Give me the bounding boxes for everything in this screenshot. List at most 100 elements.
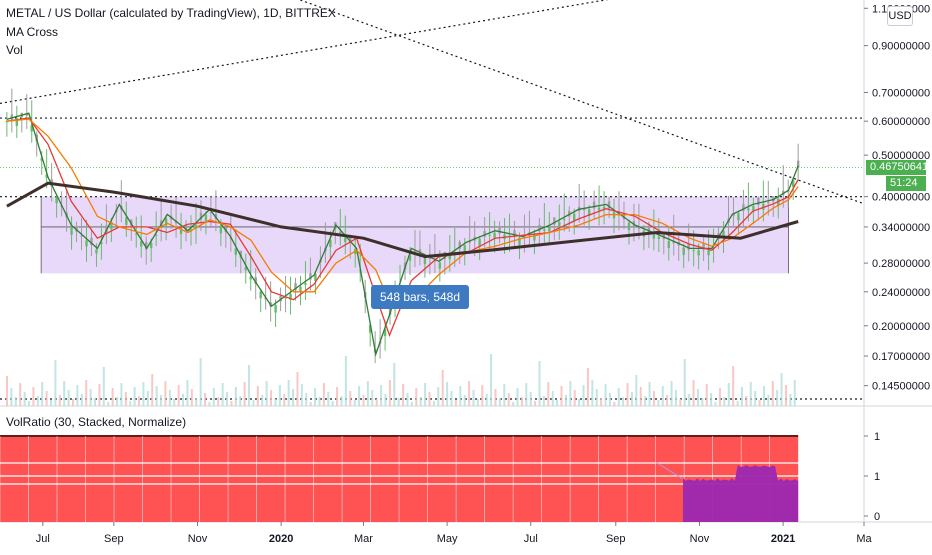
volume-bar-145 (644, 396, 647, 406)
volume-bar-120 (534, 401, 537, 406)
currency-badge[interactable]: USD (887, 6, 913, 26)
volume-bar-143 (635, 375, 638, 406)
candle-body-103 (518, 237, 521, 245)
volume-bar-79 (353, 400, 356, 406)
volume-bar-97 (432, 401, 435, 406)
volume-bar-13 (63, 381, 66, 406)
ma-fast-line (6, 112, 799, 357)
volume-bar-16 (76, 385, 79, 406)
candle-body-62 (314, 273, 317, 281)
volume-bar-165 (732, 366, 735, 406)
volume-bar-179 (793, 380, 796, 406)
candle-body-95 (478, 238, 481, 247)
price-label-11: 0.14500000 (872, 381, 930, 393)
volume-bar-174 (771, 381, 774, 406)
candle-body-49 (249, 276, 252, 280)
candle-body-91 (458, 241, 461, 249)
volume-bar-123 (547, 382, 550, 406)
price-label-6: 0.34000000 (872, 222, 930, 234)
candle-body-18 (95, 249, 98, 254)
volume-bar-119 (529, 392, 532, 406)
volume-bar-95 (424, 383, 427, 406)
volume-bar-26 (120, 383, 123, 406)
volume-bar-103 (459, 386, 462, 406)
volume-bar-55 (248, 365, 251, 406)
candle-body-93 (468, 240, 471, 243)
candle-body-116 (582, 208, 586, 211)
candle-body-84 (423, 256, 427, 265)
candle-body-139 (697, 250, 700, 256)
candle-body-108 (543, 229, 546, 231)
candle-body-43 (219, 225, 223, 234)
candle-body-154 (772, 196, 775, 202)
time-label-3: 2020 (269, 533, 293, 545)
volume-bar-167 (740, 387, 743, 406)
volume-bar-69 (309, 402, 312, 406)
candle-body-148 (742, 204, 745, 211)
candle-body-29 (149, 242, 153, 248)
volume-bar-124 (551, 391, 554, 406)
volume-bar-134 (595, 389, 598, 406)
volume-bar-23 (107, 402, 110, 406)
candle-body-151 (757, 197, 760, 205)
volume-bar-64 (287, 380, 290, 406)
candle-body-28 (145, 242, 148, 250)
volume-bar-137 (608, 393, 611, 406)
candle-body-153 (767, 202, 770, 204)
candle-body-7 (40, 157, 43, 161)
volume-bar-159 (705, 384, 708, 406)
volume-bar-38 (173, 399, 176, 406)
volume-bar-76 (340, 396, 343, 406)
volume-bar-58 (261, 395, 264, 406)
volume-bar-158 (701, 398, 704, 406)
time-label-0: Jul (36, 533, 50, 545)
candle-body-132 (662, 232, 665, 239)
volratio-legend[interactable]: VolRatio (30, Stacked, Normalize) (6, 415, 187, 429)
volume-bar-131 (582, 385, 585, 406)
volume-bar-110 (490, 354, 493, 406)
volume-bar-43 (195, 398, 198, 406)
volratio-transition-line (655, 461, 684, 480)
candle-body-50 (254, 277, 257, 285)
candle-body-56 (284, 297, 287, 299)
candle-body-0 (5, 121, 9, 123)
volume-bar-122 (542, 396, 545, 406)
volume-bar-62 (278, 385, 281, 406)
volume-bar-99 (441, 370, 444, 406)
candle-body-92 (463, 245, 466, 253)
candle-body-106 (533, 233, 536, 241)
volume-bar-63 (283, 394, 286, 406)
volume-bar-81 (362, 395, 365, 406)
volume-bar-31 (142, 382, 145, 406)
volume-bar-1 (10, 388, 13, 406)
volume-bar-142 (630, 392, 633, 406)
candle-body-21 (110, 222, 113, 230)
candle-body-89 (448, 255, 451, 260)
candle-body-57 (289, 293, 292, 300)
candle-body-46 (234, 248, 237, 255)
volume-bar-154 (683, 359, 686, 406)
volume-bar-44 (199, 358, 202, 406)
ma-cross-legend[interactable]: MA Cross (6, 25, 59, 39)
candle-body-17 (90, 237, 93, 245)
volume-bar-46 (208, 402, 211, 406)
volume-bar-54 (243, 382, 246, 406)
candle-body-113 (568, 210, 571, 217)
candle-body-130 (652, 234, 656, 239)
volume-bar-60 (270, 390, 273, 406)
volume-bar-117 (520, 397, 523, 406)
volume-bar-17 (80, 394, 83, 406)
symbol-title[interactable]: METAL / US Dollar (calculated by Trading… (6, 6, 336, 20)
candle-body-35 (179, 227, 183, 235)
candle-body-59 (299, 286, 302, 292)
volume-bar-127 (564, 395, 567, 406)
volume-legend[interactable]: Vol (6, 43, 23, 57)
candle-body-39 (199, 212, 203, 220)
candle-body-82 (413, 251, 417, 253)
volume-bar-83 (371, 390, 374, 406)
candle-body-99 (498, 226, 501, 234)
volume-bar-77 (344, 356, 347, 406)
candle-body-112 (563, 219, 566, 221)
volume-bar-172 (762, 386, 765, 406)
volume-bar-74 (331, 401, 334, 406)
